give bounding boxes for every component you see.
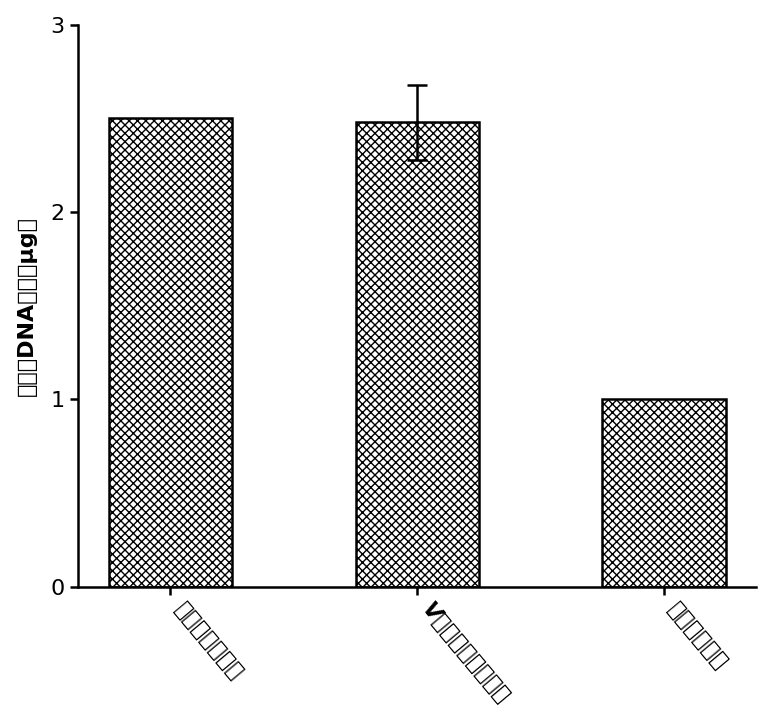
Y-axis label: 回收后DNA总量（µg）: 回收后DNA总量（µg） bbox=[17, 216, 36, 396]
Bar bbox=[356, 122, 478, 586]
Bar bbox=[602, 400, 726, 586]
Bar bbox=[109, 118, 232, 586]
